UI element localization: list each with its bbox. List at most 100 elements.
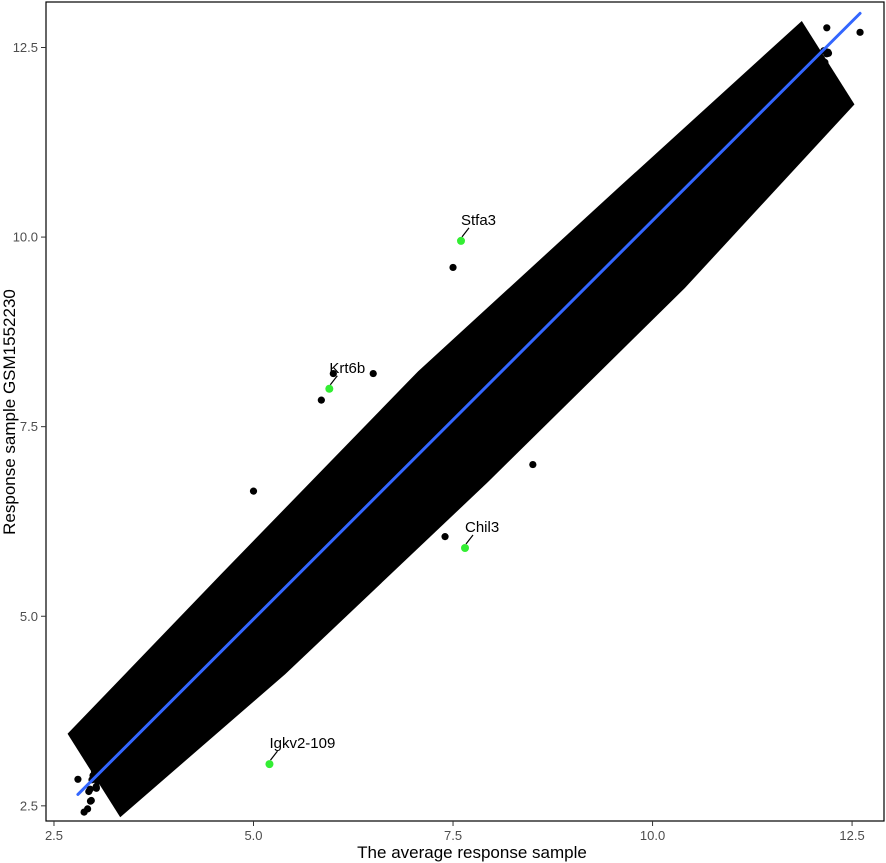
cloud-point — [706, 135, 714, 143]
cloud-point — [782, 101, 790, 109]
cloud-point — [694, 191, 702, 199]
cloud-point — [528, 317, 537, 325]
cloud-point — [111, 723, 119, 732]
cloud-point — [195, 696, 203, 704]
cloud-point — [433, 479, 442, 487]
cloud-point — [544, 301, 553, 309]
cloud-point — [719, 125, 727, 133]
cloud-point — [568, 277, 576, 285]
cloud-point — [264, 629, 272, 637]
cloud-point — [462, 377, 470, 386]
cloud-point — [477, 417, 485, 425]
cloud-point — [642, 186, 650, 195]
cloud-point — [769, 121, 778, 129]
cloud-point — [443, 428, 451, 436]
data-point — [441, 533, 449, 541]
cloud-point — [582, 331, 591, 339]
cloud-point — [591, 236, 599, 244]
cloud-point — [102, 752, 110, 760]
cloud-point — [108, 733, 116, 741]
y-tick-label: 5.0 — [20, 609, 38, 624]
cloud-point — [691, 209, 699, 217]
cloud-point — [329, 551, 337, 559]
cloud-point — [794, 47, 803, 56]
cloud-point — [259, 561, 267, 569]
cloud-point — [563, 336, 571, 344]
cloud-point — [168, 707, 177, 715]
cloud-point — [393, 498, 401, 506]
cloud-point — [101, 736, 109, 745]
cloud-point — [798, 85, 806, 93]
cloud-point — [318, 528, 326, 536]
cloud-point — [558, 259, 567, 267]
cloud-point — [442, 456, 451, 464]
cloud-point — [494, 417, 502, 425]
cloud-point — [366, 513, 374, 521]
cloud-point — [634, 238, 642, 246]
cloud-point — [348, 492, 356, 500]
cloud-point — [568, 358, 576, 366]
cloud-point — [388, 449, 396, 457]
cloud-point — [600, 308, 608, 316]
cloud-point — [211, 682, 219, 690]
cloud-point — [779, 93, 787, 101]
y-tick-label: 7.5 — [20, 419, 38, 434]
cloud-point — [123, 715, 131, 723]
label-leader-line — [465, 534, 474, 545]
cloud-point — [346, 478, 354, 486]
cloud-point — [230, 603, 239, 611]
cloud-point — [696, 205, 704, 213]
x-axis-ticks: 2.5 5.0 7.5 10.0 12.5 — [45, 821, 865, 843]
cloud-point — [336, 582, 344, 591]
cloud-point — [418, 427, 426, 435]
cloud-point — [381, 518, 389, 526]
cloud-point — [141, 734, 149, 742]
cloud-point — [451, 439, 459, 447]
x-tick-label: 5.0 — [244, 828, 262, 843]
cloud-point — [331, 561, 339, 569]
cloud-point — [385, 501, 393, 509]
cloud-point — [584, 299, 592, 307]
cloud-point — [686, 210, 694, 219]
cloud-point — [285, 608, 293, 616]
cloud-point — [800, 102, 808, 110]
data-point — [449, 263, 457, 272]
cloud-point — [420, 418, 428, 426]
cloud-point — [191, 639, 199, 647]
cloud-point — [539, 333, 547, 341]
cloud-point — [534, 324, 543, 333]
cloud-point — [366, 523, 374, 531]
cloud-point — [278, 606, 286, 615]
cloud-point — [384, 463, 392, 471]
cloud-point — [506, 391, 514, 399]
cloud-point — [816, 81, 824, 89]
cloud-point — [108, 772, 116, 781]
cloud-point — [305, 607, 313, 615]
cloud-point — [643, 228, 652, 236]
cloud-point — [137, 743, 145, 751]
cloud-point — [357, 498, 365, 506]
cloud-point — [93, 777, 102, 785]
cloud-point — [383, 508, 391, 516]
data-point — [664, 256, 673, 264]
cloud-point — [607, 240, 615, 248]
cloud-point — [398, 473, 407, 481]
fit-line — [76, 11, 862, 796]
cloud-point — [385, 489, 393, 497]
cloud-point — [508, 373, 516, 381]
cloud-point — [252, 596, 260, 604]
cloud-point — [659, 226, 667, 234]
cloud-point — [583, 291, 591, 299]
cloud-point — [337, 551, 345, 560]
cloud-point — [242, 648, 250, 656]
cloud-point — [597, 258, 605, 267]
cloud-point — [592, 310, 600, 318]
highlighted-point — [325, 384, 334, 393]
cloud-point — [757, 123, 765, 132]
cloud-point — [200, 691, 208, 699]
cloud-point — [290, 613, 298, 621]
cloud-point — [263, 609, 271, 617]
cloud-point — [342, 502, 350, 510]
cloud-point — [486, 387, 494, 395]
cloud-point — [241, 609, 249, 617]
